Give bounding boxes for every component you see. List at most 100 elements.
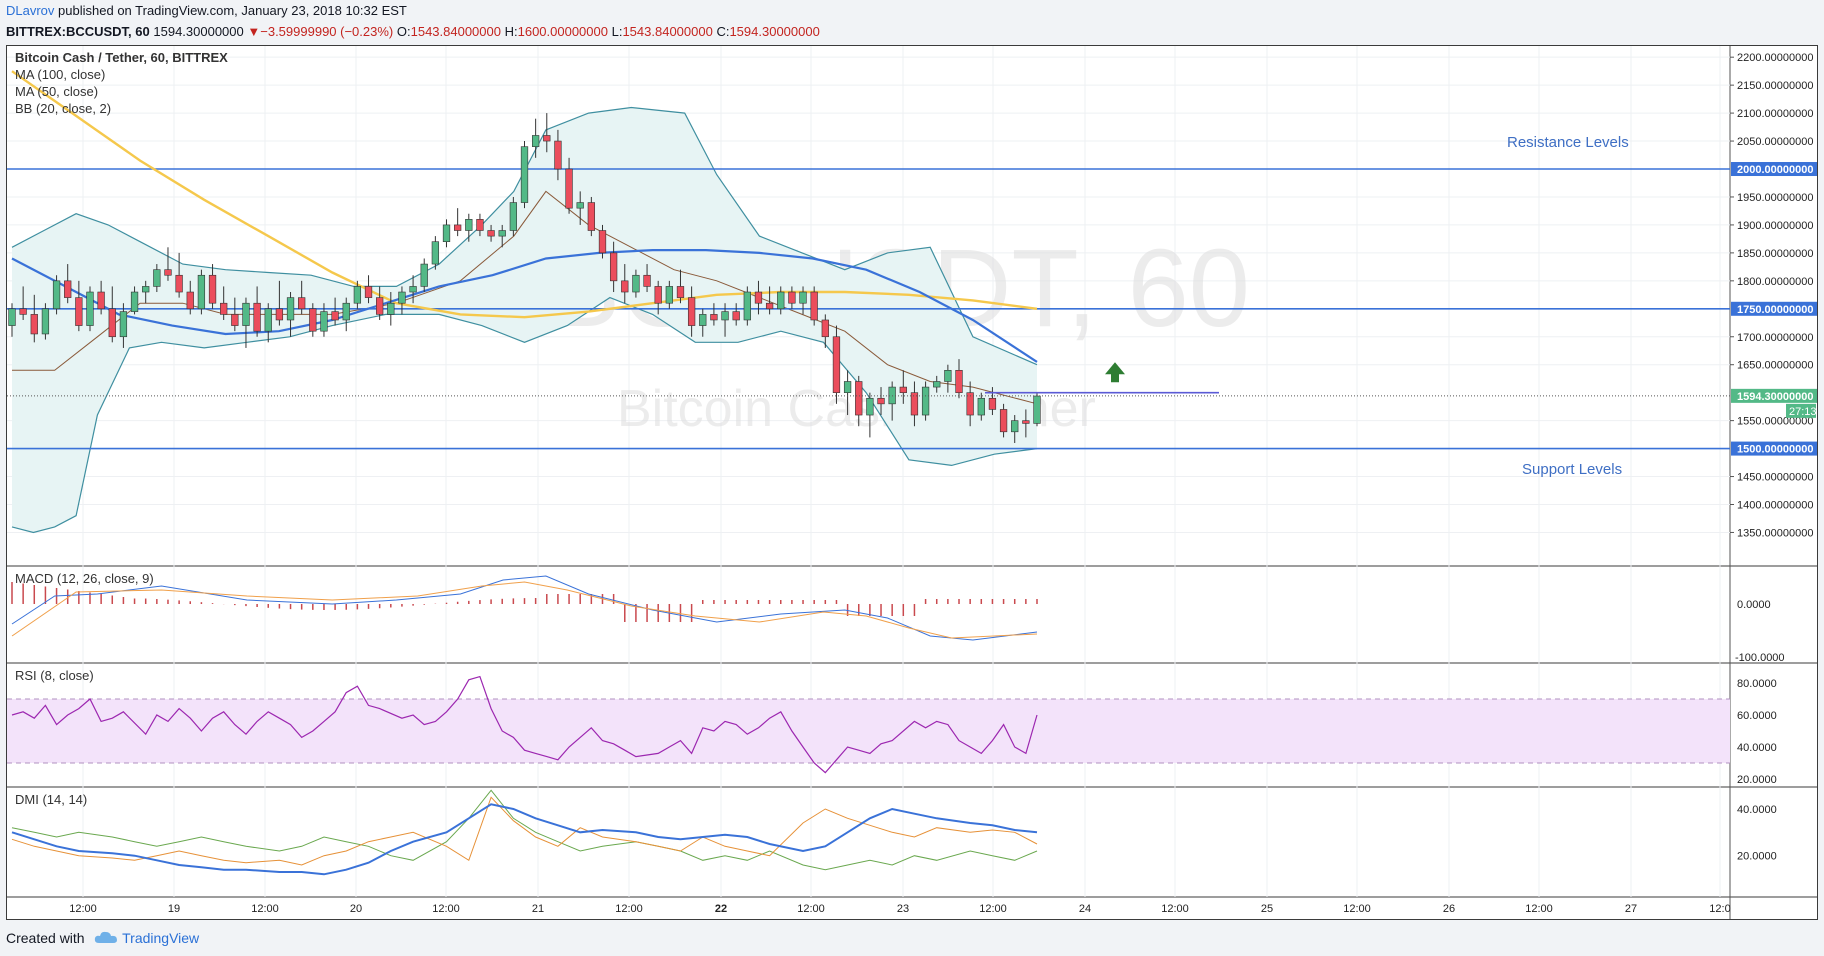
- rsi-line: [11, 675, 1038, 774]
- open-value: 1543.84000000: [410, 24, 501, 39]
- open-label: O:: [396, 24, 411, 39]
- current-price-badge: [1731, 388, 1817, 403]
- time-tick-label: 12:00: [432, 903, 460, 915]
- candle-body: [621, 280, 629, 293]
- footer: Created with TradingView: [6, 928, 199, 948]
- time-tick-label: 20: [350, 903, 362, 915]
- candle-body: [431, 241, 440, 265]
- candle-body: [231, 314, 239, 326]
- price-tick-label: 1450.00000000: [1737, 472, 1813, 484]
- candle-body: [587, 202, 595, 231]
- time-tick-label: 27: [1625, 903, 1637, 915]
- price-tick-label: 2200.00000000: [1737, 52, 1813, 64]
- level-axis-label: 2000.00000000: [1737, 164, 1813, 176]
- candle-body: [353, 286, 362, 304]
- candle-body: [665, 286, 673, 304]
- candle-body: [721, 311, 729, 321]
- candle-body: [398, 291, 406, 304]
- candle-body: [331, 311, 339, 321]
- candle-body: [676, 286, 685, 298]
- candle-body: [855, 381, 863, 416]
- countdown-badge: [1786, 403, 1816, 418]
- rsi-band-fill: [7, 699, 1730, 763]
- candle-body: [810, 291, 818, 321]
- tradingview-link[interactable]: TradingView: [122, 930, 200, 946]
- candle-body: [531, 135, 540, 147]
- level-axis-label: 1750.00000000: [1737, 304, 1813, 316]
- candle-body: [309, 308, 317, 332]
- level-axis-badge: [1731, 441, 1817, 456]
- time-tick-label: 12:00: [797, 903, 825, 915]
- candle-body: [843, 381, 852, 393]
- candle-body: [476, 219, 484, 231]
- candle-body: [699, 314, 707, 326]
- rsi-tick-label: 20.0000: [1737, 774, 1777, 786]
- author-link[interactable]: DLavrov: [6, 3, 55, 18]
- candle-body: [298, 297, 306, 310]
- created-with-text: Created with: [6, 930, 85, 946]
- resistance-label: Resistance Levels: [1507, 134, 1629, 151]
- high-label: H:: [504, 24, 518, 39]
- tradingview-cloud-icon: [95, 931, 118, 943]
- candle-body: [119, 311, 128, 338]
- price-tick-label: 2100.00000000: [1737, 108, 1813, 120]
- symbol-label: BITTREX:BCCUSDT, 60: [6, 24, 150, 39]
- candle-body: [576, 202, 584, 209]
- price-tick-label: 1550.00000000: [1737, 416, 1813, 428]
- dmi-minus-line: [11, 789, 1038, 871]
- time-tick-label: 12:00: [1343, 903, 1371, 915]
- close-value: 1594.30000000: [729, 24, 820, 39]
- candle-body: [632, 274, 640, 293]
- time-tick-label: 12:00: [979, 903, 1007, 915]
- bollinger-upper-line: [11, 106, 1038, 366]
- rsi-tick-label: 80.0000: [1737, 678, 1777, 690]
- candle-body: [944, 370, 952, 382]
- candle-body: [921, 386, 930, 416]
- price-tick-label: 1700.00000000: [1737, 332, 1813, 344]
- price-tick-label: 1650.00000000: [1737, 360, 1813, 372]
- candle-body: [164, 269, 172, 276]
- candle-body: [565, 168, 573, 209]
- candle-body: [364, 286, 373, 298]
- rsi-legend: RSI (8, close): [15, 668, 94, 683]
- price-change: −3.59999990 (−0.23%): [260, 24, 394, 39]
- candle-body: [320, 311, 328, 332]
- price-tick-label: 1800.00000000: [1737, 276, 1813, 288]
- candle-body: [86, 291, 94, 326]
- time-tick-label: 12:00: [251, 903, 279, 915]
- low-label: L:: [611, 24, 623, 39]
- current-price-label: 1594.30000000: [1737, 391, 1813, 403]
- candle-body: [387, 302, 395, 315]
- candle-body: [543, 135, 551, 142]
- legend-item: MA (50, close): [15, 84, 98, 99]
- candle-body: [64, 280, 72, 298]
- candle-body: [420, 263, 428, 287]
- candle-body: [732, 311, 740, 321]
- price-tick-label: 1900.00000000: [1737, 220, 1813, 232]
- macd-signal-line: [11, 581, 1038, 639]
- time-tick-label: 21: [532, 903, 544, 915]
- level-axis-badge: [1731, 301, 1817, 316]
- candle-body: [465, 219, 473, 231]
- candle-body: [654, 286, 662, 304]
- candle-body: [1011, 420, 1019, 433]
- time-tick-label: 19: [168, 903, 180, 915]
- time-tick-label: 24: [1079, 903, 1091, 915]
- candle-body: [52, 280, 61, 310]
- candle-body: [899, 386, 907, 393]
- candle-body: [409, 286, 417, 293]
- candle-body: [208, 274, 217, 304]
- dmi-plus-line: [11, 796, 1038, 866]
- bollinger-basis-line: [12, 190, 1038, 405]
- candle-body: [286, 297, 295, 321]
- symbol-line: BITTREX:BCCUSDT, 60 1594.30000000 ▼−3.59…: [6, 23, 820, 41]
- time-tick-label: 12:00: [615, 903, 643, 915]
- rsi-tick-label: 40.0000: [1737, 742, 1777, 754]
- price-tick-label: 1400.00000000: [1737, 499, 1813, 511]
- candle-body: [197, 274, 206, 310]
- macd-tick-label: -100.0000: [1735, 652, 1785, 664]
- candle-body: [955, 370, 963, 393]
- time-tick-label: 22: [715, 903, 727, 915]
